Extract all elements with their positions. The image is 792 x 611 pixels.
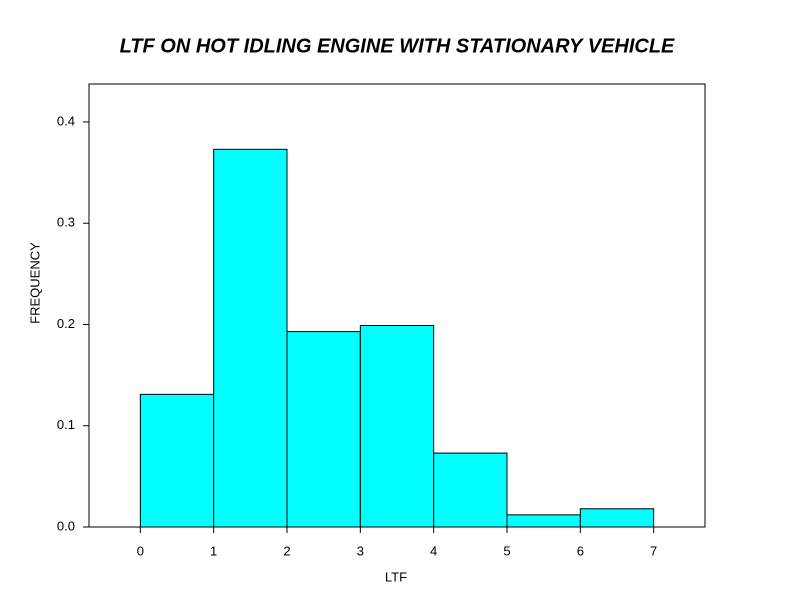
x-axis-label: LTF [385,569,407,584]
bar [213,148,288,528]
bar [579,508,655,528]
bar [139,393,215,528]
y-axis-label: FREQUENCY [27,242,42,324]
chart-title: LTF ON HOT IDLING ENGINE WITH STATIONARY… [120,35,675,57]
x-tick-label: 0 [137,543,144,558]
bar [359,324,435,528]
y-tick-label: 0.1 [57,417,75,432]
x-tick-label: 2 [283,543,290,558]
y-tick-label: 0.4 [57,113,75,128]
y-tick-label: 0.2 [57,316,75,331]
x-tick-label: 5 [503,543,510,558]
bar [433,452,508,528]
x-tick-label: 6 [577,543,584,558]
y-tick-label: 0.3 [57,215,75,230]
bar [286,331,361,528]
bar [506,514,581,528]
y-tick-label: 0.0 [57,518,75,533]
x-tick-label: 3 [357,543,364,558]
x-tick-label: 7 [650,543,657,558]
x-tick-label: 4 [430,543,437,558]
x-tick-label: 1 [210,543,217,558]
